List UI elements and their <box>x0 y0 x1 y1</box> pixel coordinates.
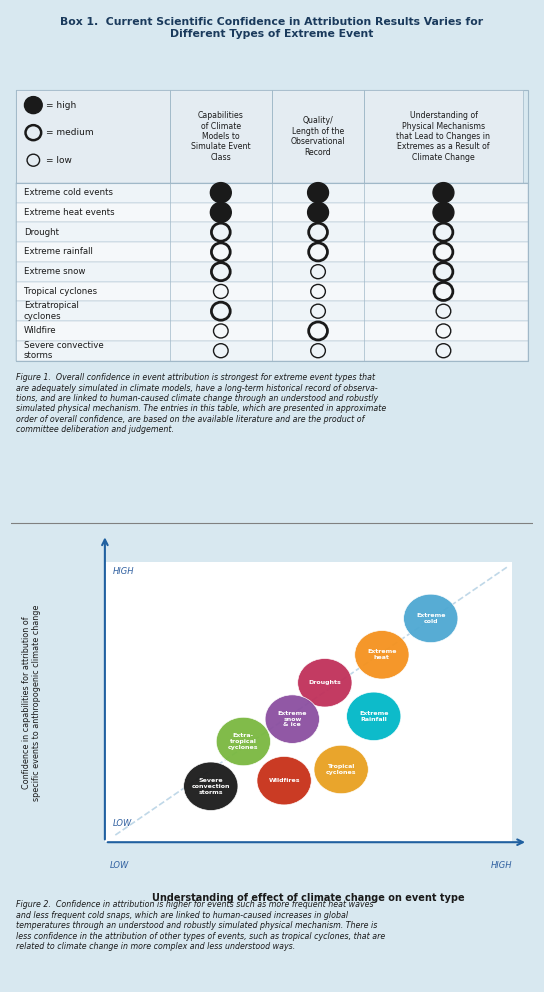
FancyBboxPatch shape <box>16 321 528 341</box>
Text: Extreme snow: Extreme snow <box>24 267 85 276</box>
Circle shape <box>355 631 409 679</box>
Text: = high: = high <box>46 100 76 109</box>
FancyBboxPatch shape <box>364 90 523 183</box>
Text: Droughts: Droughts <box>308 681 341 685</box>
Text: Understanding of
Physical Mechanisms
that Lead to Changes in
Extremes as a Resul: Understanding of Physical Mechanisms tha… <box>397 111 491 162</box>
Text: Figure 1.  Overall confidence in event attribution is strongest for extreme even: Figure 1. Overall confidence in event at… <box>16 373 386 434</box>
Text: Extreme
cold: Extreme cold <box>416 613 446 624</box>
Circle shape <box>433 183 454 202</box>
FancyBboxPatch shape <box>16 202 528 222</box>
Circle shape <box>265 694 319 743</box>
Text: LOW: LOW <box>110 861 129 870</box>
Text: Capabilities
of Climate
Models to
Simulate Event
Class: Capabilities of Climate Models to Simula… <box>191 111 251 162</box>
Text: Box 1.  Current Scientific Confidence in Attribution Results Varies for
Differen: Box 1. Current Scientific Confidence in … <box>60 18 484 39</box>
FancyBboxPatch shape <box>16 282 528 302</box>
FancyBboxPatch shape <box>16 90 170 183</box>
Text: Extreme rainfall: Extreme rainfall <box>24 247 93 256</box>
Text: Extra-
tropical
cyclones: Extra- tropical cyclones <box>228 733 258 750</box>
FancyBboxPatch shape <box>16 341 528 361</box>
Text: Confidence in capabilities for attribution of
specific events to anthropogenic c: Confidence in capabilities for attributi… <box>22 604 41 801</box>
Text: HIGH: HIGH <box>113 567 134 576</box>
Text: Extreme
Rainfall: Extreme Rainfall <box>359 711 388 722</box>
FancyBboxPatch shape <box>16 242 528 262</box>
Text: Tropical
cyclones: Tropical cyclones <box>326 764 356 775</box>
Text: Extreme cold events: Extreme cold events <box>24 188 113 197</box>
Text: Figure 2.  Confidence in attribution is higher for events such as more frequent : Figure 2. Confidence in attribution is h… <box>16 901 385 951</box>
Circle shape <box>307 202 329 222</box>
FancyBboxPatch shape <box>16 183 528 202</box>
Circle shape <box>433 202 454 222</box>
Circle shape <box>216 717 270 766</box>
Circle shape <box>211 202 231 222</box>
Text: Severe
convection
storms: Severe convection storms <box>191 778 230 795</box>
Text: Wildfire: Wildfire <box>24 326 57 335</box>
Text: Quality/
Length of the
Observational
Record: Quality/ Length of the Observational Rec… <box>290 116 345 157</box>
FancyBboxPatch shape <box>16 302 528 321</box>
Text: Severe convective
storms: Severe convective storms <box>24 341 104 360</box>
FancyBboxPatch shape <box>16 262 528 282</box>
Circle shape <box>184 762 238 810</box>
Text: LOW: LOW <box>113 819 132 828</box>
FancyBboxPatch shape <box>170 90 272 183</box>
Circle shape <box>347 692 401 741</box>
Text: Tropical cyclones: Tropical cyclones <box>24 287 97 296</box>
FancyBboxPatch shape <box>16 222 528 242</box>
Circle shape <box>211 183 231 202</box>
FancyBboxPatch shape <box>272 90 364 183</box>
Text: Drought: Drought <box>24 227 59 237</box>
FancyBboxPatch shape <box>105 562 512 842</box>
Circle shape <box>257 757 311 805</box>
Circle shape <box>314 745 368 794</box>
Circle shape <box>298 659 352 707</box>
Text: = low: = low <box>46 156 72 165</box>
Circle shape <box>307 183 329 202</box>
Text: Extratropical
cyclones: Extratropical cyclones <box>24 302 79 320</box>
Text: Extreme
snow
& ice: Extreme snow & ice <box>277 711 307 727</box>
Circle shape <box>404 594 458 643</box>
Circle shape <box>24 96 42 114</box>
Text: = medium: = medium <box>46 128 94 137</box>
Text: Understanding of effect of climate change on event type: Understanding of effect of climate chang… <box>152 894 465 904</box>
Text: Wildfires: Wildfires <box>268 778 300 783</box>
Text: Extreme
heat: Extreme heat <box>367 650 397 661</box>
Text: Extreme heat events: Extreme heat events <box>24 208 115 217</box>
Text: HIGH: HIGH <box>491 861 512 870</box>
